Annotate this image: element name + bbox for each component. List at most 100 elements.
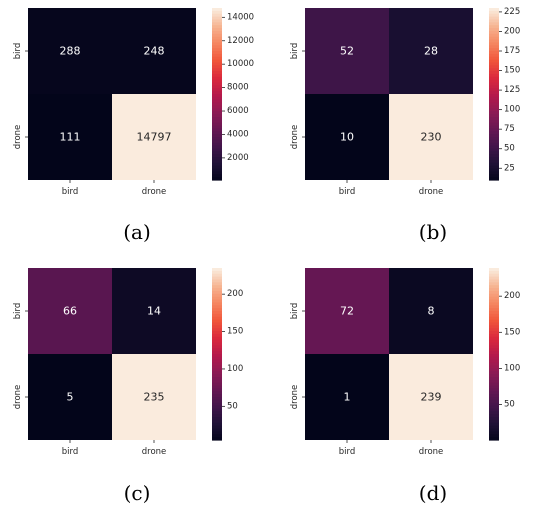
colorbar-segment (489, 165, 499, 170)
x-tick-label: bird (339, 187, 356, 197)
colorbar-segment (212, 388, 222, 392)
colorbar-segment (212, 56, 222, 61)
colorbar-tick-label: 150 (227, 327, 243, 337)
colorbar-segment (212, 348, 222, 352)
y-tick-label: drone (13, 125, 23, 150)
colorbar-segment (489, 405, 499, 410)
colorbar-segment (212, 268, 222, 272)
colorbar-segment (489, 28, 499, 32)
colorbar-tick-label: 10000 (227, 59, 254, 69)
colorbar-segment (212, 94, 222, 98)
colorbar-segment (212, 376, 222, 381)
colorbar-segment (489, 105, 499, 109)
colorbar-segment (489, 174, 499, 178)
colorbar-segment (489, 131, 499, 135)
colorbar-segment (489, 177, 499, 181)
colorbar-segment (212, 290, 222, 295)
colorbar-tick-label: 100 (504, 105, 520, 115)
colorbar-segment (489, 108, 499, 112)
colorbar-segment (212, 13, 222, 18)
colorbar-segment (489, 33, 499, 38)
cell-value: 248 (144, 45, 165, 58)
colorbar-segment (489, 419, 499, 424)
colorbar-segment (489, 371, 499, 375)
colorbar-segment (212, 305, 222, 309)
colorbar-segment (489, 79, 499, 84)
colorbar-tick-label: 150 (504, 327, 520, 337)
colorbar-segment (212, 76, 222, 81)
colorbar-segment (212, 293, 222, 298)
colorbar-segment (489, 142, 499, 147)
colorbar-segment (212, 96, 222, 101)
colorbar-segment (212, 308, 222, 312)
y-tick-label: bird (290, 43, 300, 60)
colorbar-segment (489, 394, 499, 398)
colorbar-tick-label: 225 (504, 7, 520, 17)
colorbar-segment (212, 328, 222, 332)
colorbar-segment (212, 397, 222, 401)
cell-value: 52 (340, 45, 354, 58)
colorbar-segment (489, 51, 499, 55)
colorbar-segment (212, 30, 222, 35)
colorbar-segment (212, 368, 222, 372)
colorbar-segment (212, 116, 222, 121)
cell-value: 111 (60, 131, 81, 144)
caption-c: (c) (123, 481, 151, 505)
colorbar-segment (212, 82, 222, 86)
colorbar-segment (212, 73, 222, 78)
colorbar-segment (489, 296, 499, 301)
heatmap-b: 52 28 10 230 bird drone bird drone 25 50 75 100 125 1… (290, 7, 520, 197)
colorbar-segment (212, 162, 222, 167)
colorbar-segment (489, 22, 499, 26)
colorbar-segment (489, 25, 499, 29)
colorbar-segment (489, 171, 499, 175)
colorbar-segment (489, 345, 499, 349)
colorbar-segment (489, 139, 499, 144)
colorbar-segment (212, 8, 222, 12)
panel-c: 66 14 5 235 bird drone bird drone 50 100 150 200 (0, 260, 276, 460)
colorbar-segment (212, 79, 222, 84)
colorbar-segment (489, 285, 499, 289)
colorbar-segment (212, 25, 222, 29)
colorbar-segment (489, 302, 499, 306)
cell-value: 239 (421, 391, 442, 404)
colorbar-segment (212, 48, 222, 52)
colorbar-tick-label: 6000 (227, 106, 249, 116)
colorbar-segment (489, 351, 499, 355)
colorbar-segment (212, 28, 222, 32)
colorbar-segment (212, 356, 222, 361)
colorbar-segment (212, 131, 222, 135)
colorbar-segment (212, 10, 222, 15)
colorbar-segment (212, 45, 222, 49)
colorbar-segment (212, 405, 222, 410)
colorbar-segment (489, 151, 499, 155)
panel-b: 52 28 10 230 bird drone bird drone 25 50 75 100 125 1… (277, 0, 553, 200)
heatmap-cell (28, 354, 112, 440)
colorbar-segment (489, 10, 499, 15)
colorbar-segment (212, 299, 222, 303)
colorbar-segment (489, 56, 499, 61)
colorbar-segment (212, 411, 222, 415)
colorbar-segment (212, 91, 222, 95)
colorbar-tick-label: 25 (504, 163, 515, 173)
colorbar-segment (489, 122, 499, 127)
x-tick-label: drone (419, 447, 444, 457)
cell-value: 10 (340, 131, 354, 144)
colorbar-segment (489, 336, 499, 341)
y-tick-label: bird (13, 303, 23, 320)
colorbar-segment (212, 336, 222, 341)
colorbar-segment (489, 365, 499, 369)
colorbar-segment (212, 71, 222, 75)
colorbar-segment (489, 422, 499, 427)
colorbar-segment (212, 313, 222, 318)
heatmap-cell (305, 268, 389, 354)
colorbar-segment (212, 157, 222, 161)
colorbar-segment (212, 385, 222, 389)
colorbar-segment (212, 270, 222, 275)
colorbar-segment (489, 288, 499, 292)
heatmap-cell (305, 8, 389, 94)
colorbar-segment (212, 151, 222, 155)
colorbar-segment (212, 279, 222, 283)
colorbar-segment (212, 159, 222, 164)
colorbar-segment (489, 414, 499, 418)
